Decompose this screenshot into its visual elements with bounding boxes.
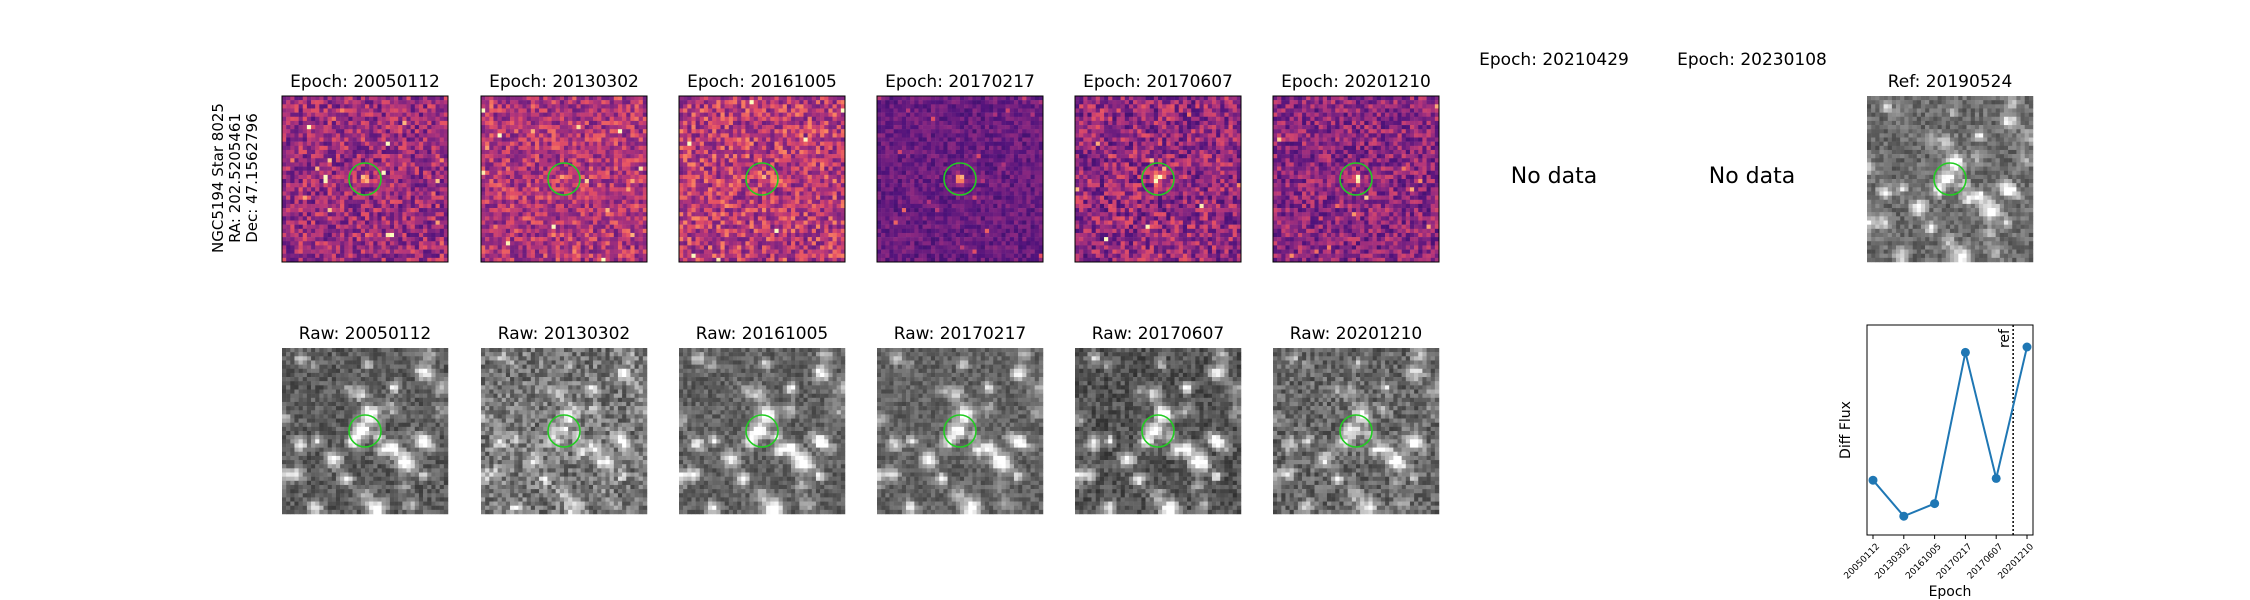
aperture-circle bbox=[943, 162, 977, 196]
raw-panel: Raw: 20130302 bbox=[481, 324, 648, 515]
image-frame bbox=[1272, 95, 1440, 263]
difference-image bbox=[1075, 96, 1242, 263]
raw-panel: Raw: 20170217 bbox=[877, 324, 1044, 515]
raw-image bbox=[877, 348, 1044, 515]
aperture-circle bbox=[1339, 162, 1373, 196]
image-frame bbox=[480, 95, 648, 263]
star-label-line: Dec: 47.1562796 bbox=[243, 113, 261, 243]
panel-title: Epoch: 20161005 bbox=[687, 72, 837, 92]
difference-panel: Epoch: 20170217 bbox=[876, 72, 1044, 263]
aperture-circle bbox=[745, 162, 779, 196]
panel-title: Raw: 20161005 bbox=[696, 324, 829, 344]
difference-panel: Epoch: 20050112 bbox=[281, 72, 449, 263]
aperture-circle bbox=[547, 414, 581, 448]
reference-title: Ref: 20190524 bbox=[1888, 72, 2013, 92]
panel-title: Epoch: 20170217 bbox=[885, 72, 1035, 92]
x-axis-label: Epoch bbox=[1929, 584, 1972, 600]
difference-image bbox=[481, 96, 648, 263]
difference-panel: Epoch: 20161005 bbox=[678, 72, 846, 263]
image-frame bbox=[1074, 95, 1242, 263]
aperture-circle bbox=[745, 414, 779, 448]
raw-image bbox=[679, 348, 846, 515]
empty-panel: Epoch: 20230108 No data bbox=[1677, 50, 1827, 189]
difference-image bbox=[877, 96, 1044, 263]
star-label-line: NGC5194 Star 8025 bbox=[209, 103, 227, 253]
empty-panel: Epoch: 20210429 No data bbox=[1479, 50, 1629, 189]
raw-image-row: Raw: 20050112 Raw: 20130302 Raw: 20161005 R… bbox=[282, 324, 1440, 515]
aperture-circle bbox=[1141, 162, 1175, 196]
star-label: NGC5194 Star 8025 RA: 202.5205461 Dec: 47.… bbox=[209, 103, 261, 253]
panel-title: Epoch: 20210429 bbox=[1479, 50, 1629, 70]
raw-panel: Raw: 20170607 bbox=[1075, 324, 1242, 515]
aperture-circle bbox=[547, 162, 581, 196]
difference-image-row: Epoch: 20050112 Epoch: 20130302 Epoch: 201… bbox=[281, 50, 1827, 263]
panel-title: Raw: 20170217 bbox=[894, 324, 1027, 344]
raw-panel: Raw: 20161005 bbox=[679, 324, 846, 515]
image-frame bbox=[281, 95, 449, 263]
panel-title: Raw: 20170607 bbox=[1092, 324, 1225, 344]
panel-title: Raw: 20201210 bbox=[1290, 324, 1423, 344]
panel-title: Epoch: 20170607 bbox=[1083, 72, 1233, 92]
difference-image bbox=[282, 96, 449, 263]
data-point bbox=[1960, 347, 1970, 357]
raw-image bbox=[1273, 348, 1440, 515]
raw-image bbox=[1075, 348, 1242, 515]
reference-image-panel: Ref: 20190524 bbox=[1867, 72, 2034, 263]
chart-frame bbox=[1866, 324, 2034, 536]
data-point bbox=[1930, 499, 1940, 509]
raw-image bbox=[282, 348, 449, 515]
aperture-circle bbox=[943, 414, 977, 448]
aperture-circle bbox=[1339, 414, 1373, 448]
panel-title: Epoch: 20130302 bbox=[489, 72, 639, 92]
data-point bbox=[1868, 475, 1878, 485]
reference-image bbox=[1867, 96, 2034, 263]
no-data-message: No data bbox=[1709, 164, 1795, 189]
raw-panel: Raw: 20050112 bbox=[282, 324, 449, 515]
panel-title: Raw: 20130302 bbox=[498, 324, 631, 344]
y-axis-label: Diff Flux bbox=[1838, 401, 1854, 459]
difference-panel: Epoch: 20130302 bbox=[480, 72, 648, 263]
data-point bbox=[2022, 342, 2032, 352]
raw-image bbox=[481, 348, 648, 515]
aperture-circle bbox=[1933, 162, 1967, 196]
raw-panel: Raw: 20201210 bbox=[1273, 324, 1440, 515]
star-label-line: RA: 202.5205461 bbox=[226, 113, 244, 243]
no-data-message: No data bbox=[1511, 164, 1597, 189]
aperture-circle bbox=[348, 162, 382, 196]
light-curve-chart: ref2005011220130302201610052017021720170… bbox=[1838, 324, 2036, 600]
difference-image bbox=[679, 96, 846, 263]
series-line bbox=[1872, 346, 2028, 518]
data-point bbox=[1899, 511, 1909, 521]
panel-title: Epoch: 20230108 bbox=[1677, 50, 1827, 70]
aperture-circle bbox=[1141, 414, 1175, 448]
image-frame bbox=[876, 95, 1044, 263]
image-frame bbox=[678, 95, 846, 263]
aperture-circle bbox=[348, 414, 382, 448]
difference-panel: Epoch: 20170607 bbox=[1074, 72, 1242, 263]
panel-title: Raw: 20050112 bbox=[299, 324, 432, 344]
panel-title: Epoch: 20201210 bbox=[1281, 72, 1431, 92]
difference-image bbox=[1273, 96, 1440, 263]
panel-title: Epoch: 20050112 bbox=[290, 72, 440, 92]
reference-line-label: ref bbox=[1997, 328, 2013, 348]
data-point bbox=[1991, 473, 2001, 483]
difference-panel: Epoch: 20201210 bbox=[1272, 72, 1440, 263]
